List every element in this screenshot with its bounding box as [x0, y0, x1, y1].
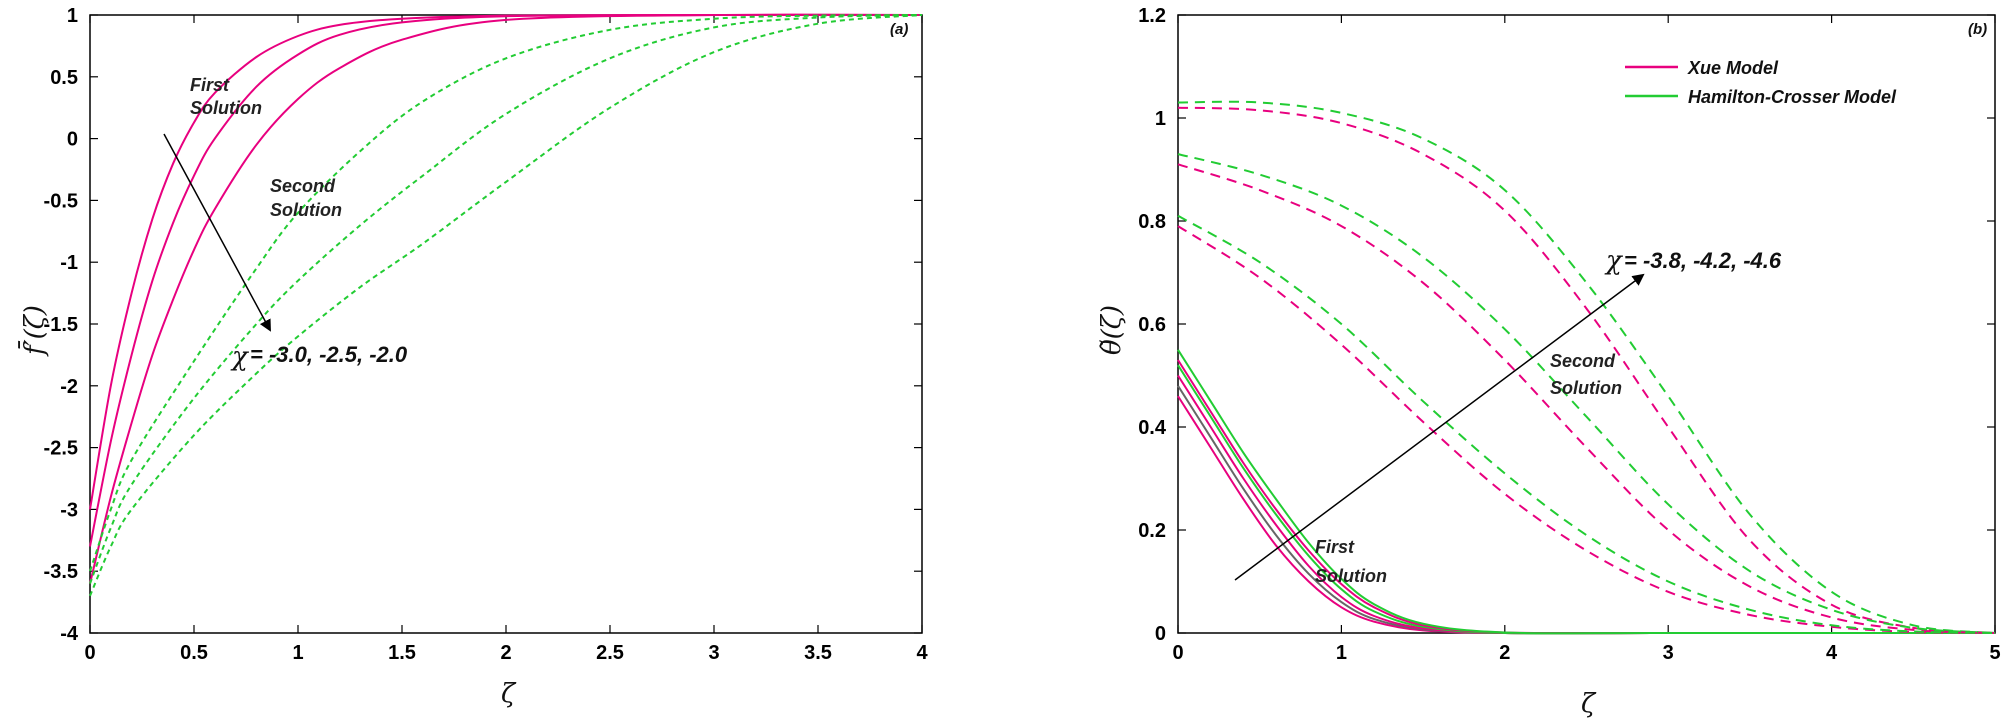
y-tick-label: -2 — [60, 376, 78, 398]
y-tick-label: 0 — [1155, 623, 1166, 645]
panel-a-series-line-3 — [89, 14, 923, 572]
panel-b-x-axis-label: ζ — [1581, 689, 1597, 719]
y-tick-label: -4 — [60, 623, 79, 645]
x-tick-label: 0 — [84, 642, 95, 664]
panel-b-first-solution-label-1: First — [1315, 537, 1355, 557]
legend-label-hamilton: Hamilton-Crosser Model — [1688, 87, 1897, 107]
y-tick-label: 0.5 — [50, 67, 78, 89]
y-tick-label: 1.2 — [1138, 5, 1166, 27]
x-tick-label: 0.5 — [180, 642, 208, 664]
panel-a-series — [89, 13, 923, 597]
panel-a-series-line-4 — [89, 14, 923, 584]
y-tick-label: 0.8 — [1138, 211, 1166, 233]
y-tick-label: -3 — [60, 499, 78, 521]
panel-a: 0 0.5 1 1.5 2 2.5 3 3.5 4 -4 -3.5 -3 -2.5 -2 -1.5 -1 -0.… — [17, 5, 928, 709]
x-tick-label: 5 — [1989, 642, 2000, 664]
panel-a-ticks: 0 0.5 1 1.5 2 2.5 3 3.5 4 -4 -3.5 -3 -2.5 -2 -1.5 -1 -0.… — [44, 5, 929, 664]
panel-a-second-solution-label-1: Second — [270, 176, 336, 196]
panel-b-second-solution-label-1: Second — [1550, 351, 1616, 371]
x-tick-label: 2 — [500, 642, 511, 664]
panel-b-series-line-7 — [1177, 100, 1996, 634]
x-tick-label: 3 — [708, 642, 719, 664]
panel-a-chi-symbol: χ — [230, 342, 250, 372]
y-tick-label: -0.5 — [44, 190, 78, 212]
legend-label-xue: Xue Model — [1687, 58, 1779, 78]
panel-a-first-solution-label-2: Solution — [190, 98, 262, 118]
y-tick-label: 0.4 — [1138, 417, 1167, 439]
panel-a-chi-values: = -3.0, -2.5, -2.0 — [250, 342, 408, 367]
panel-b-chi-symbol: χ — [1604, 246, 1624, 276]
panel-a-series-line-2 — [89, 13, 923, 584]
panel-b-y-axis-label: θ̃(ζ) — [1097, 305, 1127, 355]
panel-a-tag: (a) — [890, 21, 908, 38]
panel-a-series-line-1 — [89, 13, 923, 547]
panel-a-second-solution-label-2: Solution — [270, 200, 342, 220]
x-tick-label: 0 — [1172, 642, 1183, 664]
panel-a-series-line-5 — [89, 14, 923, 597]
panel-a-trend-arrow — [163, 133, 271, 332]
panel-b-series-line-10 — [1177, 225, 1996, 634]
y-tick-label: 1 — [1155, 108, 1166, 130]
y-tick-label: -2.5 — [44, 438, 78, 460]
x-tick-label: 4 — [1826, 642, 1838, 664]
y-tick-label: -1.5 — [44, 314, 78, 336]
y-tick-label: -3.5 — [44, 561, 78, 583]
panel-a-x-axis-label: ζ — [501, 679, 517, 709]
panel-b-ticks: 0 1 2 3 4 5 0 0.2 0.4 0.6 0.8 1 1.2 — [1138, 5, 2000, 664]
x-tick-label: 1 — [292, 642, 303, 664]
panel-b-trend-arrow — [1234, 273, 1645, 581]
panel-b-second-solution-label-2: Solution — [1550, 378, 1622, 398]
y-tick-label: 0 — [67, 129, 78, 151]
panel-b-tag: (b) — [1968, 21, 1987, 38]
panel-b: 0 1 2 3 4 5 0 0.2 0.4 0.6 0.8 1 1.2 (b) ζ θ̃(ζ) Xue … — [1097, 5, 2001, 719]
panel-b-series-line-5 — [1177, 349, 1996, 635]
y-tick-label: 0.2 — [1138, 520, 1166, 542]
x-tick-label: 2 — [1499, 642, 1510, 664]
panel-b-chi-values: = -3.8, -4.2, -4.6 — [1624, 248, 1782, 273]
x-tick-label: 3.5 — [804, 642, 832, 664]
y-tick-label: 0.6 — [1138, 314, 1166, 336]
panel-a-first-solution-label-1: First — [190, 75, 230, 95]
panel-b-series — [1177, 100, 1996, 635]
y-tick-label: 1 — [67, 5, 78, 27]
panel-b-series-line-9 — [1177, 153, 1996, 634]
x-tick-label: 4 — [916, 642, 928, 664]
x-tick-label: 1 — [1336, 642, 1347, 664]
x-tick-label: 2.5 — [596, 642, 624, 664]
panel-b-legend: Xue Model Hamilton-Crosser Model — [1625, 58, 1897, 107]
x-tick-label: 3 — [1663, 642, 1674, 664]
y-tick-label: -1 — [60, 252, 78, 274]
panel-b-series-line-11 — [1177, 214, 1996, 634]
panel-b-series-line-6 — [1177, 106, 1996, 634]
x-tick-label: 1.5 — [388, 642, 416, 664]
panel-b-first-solution-label-2: Solution — [1315, 566, 1387, 586]
panel-a-y-axis-label: f̄′(ζ) — [17, 305, 50, 357]
